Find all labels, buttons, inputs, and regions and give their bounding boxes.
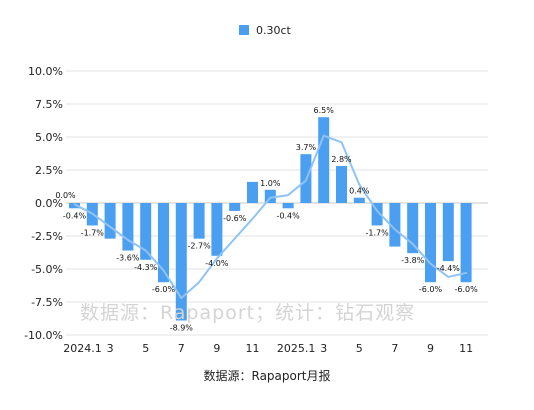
y-tick-label: 10.0%	[28, 65, 63, 78]
bar	[69, 203, 80, 209]
bar	[175, 203, 187, 321]
data-label: -4.3%	[134, 263, 158, 272]
bar	[104, 203, 116, 239]
bar	[353, 197, 365, 203]
data-label: -4.0%	[205, 259, 229, 268]
y-tick-label: 7.5%	[35, 98, 63, 111]
data-label: -0.4%	[276, 211, 300, 220]
bar	[158, 203, 169, 283]
legend-label: 0.30ct	[256, 24, 292, 37]
annotation-label: 0.0%	[55, 191, 76, 200]
y-tick-label: 0.0%	[35, 197, 63, 210]
gridlines	[66, 70, 488, 336]
x-axis-ticks: 2024.1 3 5 7 9 11 2025.1 3 5 7 9 11	[63, 342, 473, 355]
y-tick-label: 2.5%	[35, 164, 63, 177]
data-label: -4.4%	[437, 264, 461, 273]
bar	[247, 181, 258, 203]
trend-line	[73, 134, 468, 300]
bar	[425, 203, 436, 283]
data-label: 0.4%	[349, 187, 370, 196]
data-labels: -0.4% -1.7% -3.6%-4.3% -6.0% -8.9% -2.7% -4.0%…	[55, 106, 478, 332]
x-tick-label: 9	[427, 342, 434, 355]
bar	[460, 203, 472, 283]
data-label: -0.6%	[223, 214, 247, 223]
x-tick-label: 7	[178, 342, 185, 355]
bar	[442, 203, 454, 262]
x-tick-label: 2025.1	[277, 342, 316, 355]
bar	[407, 203, 419, 254]
x-tick-label: 5	[356, 342, 363, 355]
y-tick-label: -5.0%	[31, 263, 63, 276]
data-label: -1.7%	[81, 228, 105, 237]
bar	[389, 203, 401, 247]
x-tick-label: 5	[142, 342, 149, 355]
bar	[122, 203, 134, 251]
x-tick-label: 2024.1	[63, 342, 102, 355]
watermark: 数据源：Rapaport；统计：钻石观察	[80, 302, 415, 324]
x-tick-label: 3	[107, 342, 114, 355]
data-label: 2.8%	[331, 155, 352, 164]
bar	[229, 203, 241, 211]
data-label: -2.7%	[187, 242, 211, 251]
data-label: -6.0%	[454, 285, 478, 294]
bar	[264, 189, 276, 203]
x-tick-label: 11	[246, 342, 260, 355]
bar	[371, 203, 383, 226]
data-label: -0.4%	[63, 211, 87, 220]
legend-swatch	[239, 25, 249, 35]
data-label: -8.9%	[170, 323, 194, 332]
data-label: -6.0%	[419, 285, 443, 294]
y-tick-label: 5.0%	[35, 131, 63, 144]
source-caption: 数据源：Rapaport月报	[204, 368, 331, 383]
x-tick-label: 3	[320, 342, 327, 355]
bar-series	[69, 117, 472, 321]
bar	[211, 203, 223, 256]
x-tick-label: 11	[459, 342, 473, 355]
data-label: 1.0%	[260, 179, 281, 188]
data-label: -3.8%	[401, 256, 425, 265]
y-tick-label: -10.0%	[24, 329, 63, 342]
data-label: -3.6%	[116, 254, 140, 263]
bar	[282, 203, 294, 209]
bar	[140, 203, 152, 260]
y-tick-label: -2.5%	[31, 230, 63, 243]
bar	[336, 166, 347, 203]
data-label: 6.5%	[314, 106, 335, 115]
y-tick-label: -7.5%	[31, 296, 63, 309]
bar	[318, 117, 330, 203]
y-axis-ticks: 10.0% 7.5% 5.0% 2.5% 0.0% -2.5% -5.0% -7.5% -10.…	[24, 65, 63, 342]
x-tick-label: 9	[213, 342, 220, 355]
data-label: -1.7%	[365, 228, 389, 237]
data-label: 3.7%	[296, 143, 317, 152]
bar	[193, 203, 205, 239]
legend: 0.30ct	[239, 24, 292, 37]
data-label: -6.0%	[152, 285, 176, 294]
x-tick-label: 7	[391, 342, 398, 355]
